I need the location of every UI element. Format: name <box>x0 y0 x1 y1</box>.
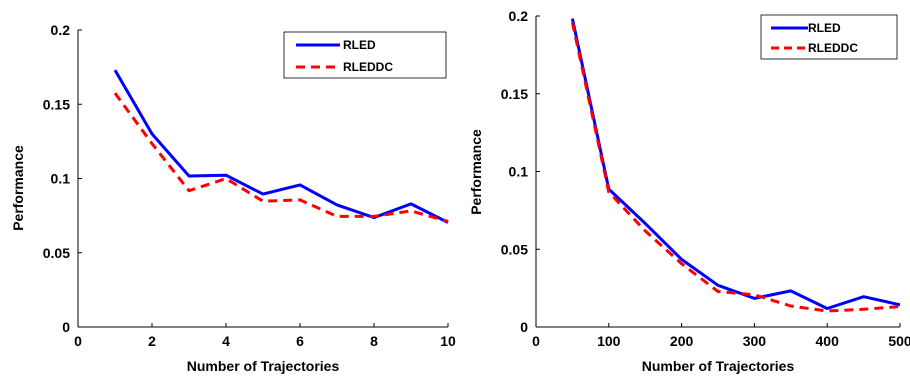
y-tick-label: 0.15 <box>501 86 528 102</box>
x-tick-label: 0 <box>74 333 82 349</box>
x-tick-label: 200 <box>670 333 694 349</box>
series-line-rled <box>570 18 901 310</box>
x-tick-label: 500 <box>888 333 910 349</box>
chart-right: 0 100 200 300 400 500 0 0.05 0.1 0.15 0.2 Number o… <box>468 8 910 374</box>
legend-label-rled-left: RLED <box>343 38 376 52</box>
axes-right: 0 100 200 300 400 500 0 0.05 0.1 0.15 0.2 <box>501 8 910 349</box>
x-tick-label: 4 <box>222 333 230 349</box>
series-right <box>570 18 901 313</box>
legend-box-right <box>760 14 898 60</box>
series-line-rleddc <box>113 92 449 223</box>
x-tick-label: 10 <box>440 333 456 349</box>
x-tick-label: 0 <box>532 333 540 349</box>
series-line-rleddc <box>570 22 901 313</box>
x-tick-label: 6 <box>296 333 304 349</box>
axes-left: 0 2 4 6 8 10 0 0.05 0.1 0.15 0.2 <box>43 22 456 349</box>
legend-label-rleddc-left: RLEDDC <box>343 60 393 74</box>
x-axis-label-left: Number of Trajectories <box>187 358 340 374</box>
y-tick-label: 0.2 <box>509 8 529 24</box>
legend-left: RLED RLEDDC <box>283 31 447 79</box>
series-line-rled <box>113 69 449 224</box>
y-tick-label: 0 <box>62 319 70 335</box>
x-tick-label: 8 <box>370 333 378 349</box>
y-tick-label: 0.15 <box>43 96 70 112</box>
y-tick-label: 0.1 <box>51 171 71 187</box>
legend-label-rled-right: RLED <box>808 21 841 35</box>
y-tick-label: 0 <box>520 319 528 335</box>
chart-left: 0 2 4 6 8 10 0 0.05 0.1 0.15 0.2 Number of Traject… <box>10 22 456 374</box>
legend-right: RLED RLEDDC <box>760 14 898 60</box>
plot-area-left <box>78 30 448 327</box>
x-tick-label: 300 <box>743 333 767 349</box>
series-left <box>113 69 449 224</box>
x-tick-label: 400 <box>816 333 840 349</box>
y-axis-label-right: Performance <box>468 129 484 215</box>
legend-box-left <box>283 31 447 79</box>
y-tick-label: 0.05 <box>43 245 70 261</box>
legend-label-rleddc-right: RLEDDC <box>808 41 858 55</box>
y-tick-label: 0.05 <box>501 241 528 257</box>
y-tick-label: 0.2 <box>51 22 71 38</box>
y-axis-label-left: Performance <box>10 145 26 231</box>
plot-area-right <box>536 16 900 327</box>
x-tick-label: 100 <box>597 333 621 349</box>
x-tick-label: 2 <box>148 333 156 349</box>
y-tick-label: 0.1 <box>509 164 529 180</box>
x-axis-label-right: Number of Trajectories <box>642 358 795 374</box>
